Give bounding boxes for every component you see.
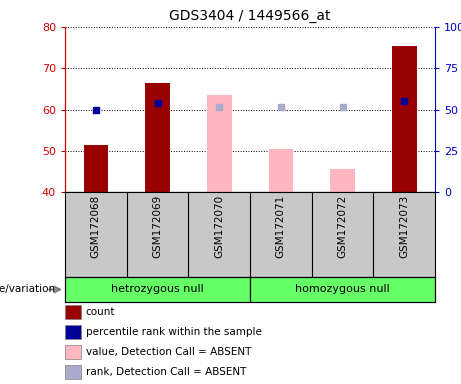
Text: GSM172072: GSM172072: [337, 195, 348, 258]
Bar: [207, 95, 231, 192]
Bar: [250, 277, 435, 302]
Text: value, Detection Call = ABSENT: value, Detection Call = ABSENT: [86, 347, 251, 357]
Text: hetrozygous null: hetrozygous null: [111, 285, 204, 295]
Title: GDS3404 / 1449566_at: GDS3404 / 1449566_at: [169, 9, 331, 23]
Bar: [268, 149, 293, 192]
Text: homozygous null: homozygous null: [295, 285, 390, 295]
Text: genotype/variation: genotype/variation: [0, 285, 56, 295]
Bar: [83, 144, 108, 192]
Text: count: count: [86, 307, 115, 317]
Bar: [65, 277, 250, 302]
Text: rank, Detection Call = ABSENT: rank, Detection Call = ABSENT: [86, 367, 246, 377]
Bar: [65, 325, 81, 339]
Text: GSM172069: GSM172069: [153, 195, 162, 258]
Bar: [145, 83, 170, 192]
Text: GSM172068: GSM172068: [91, 195, 101, 258]
Bar: [392, 46, 416, 192]
Text: GSM172073: GSM172073: [399, 195, 409, 258]
Text: GSM172070: GSM172070: [214, 195, 224, 258]
Bar: [65, 365, 81, 379]
Bar: [65, 305, 81, 319]
Text: GSM172071: GSM172071: [276, 195, 286, 258]
Bar: [330, 169, 355, 192]
Bar: [65, 345, 81, 359]
Text: percentile rank within the sample: percentile rank within the sample: [86, 327, 262, 337]
